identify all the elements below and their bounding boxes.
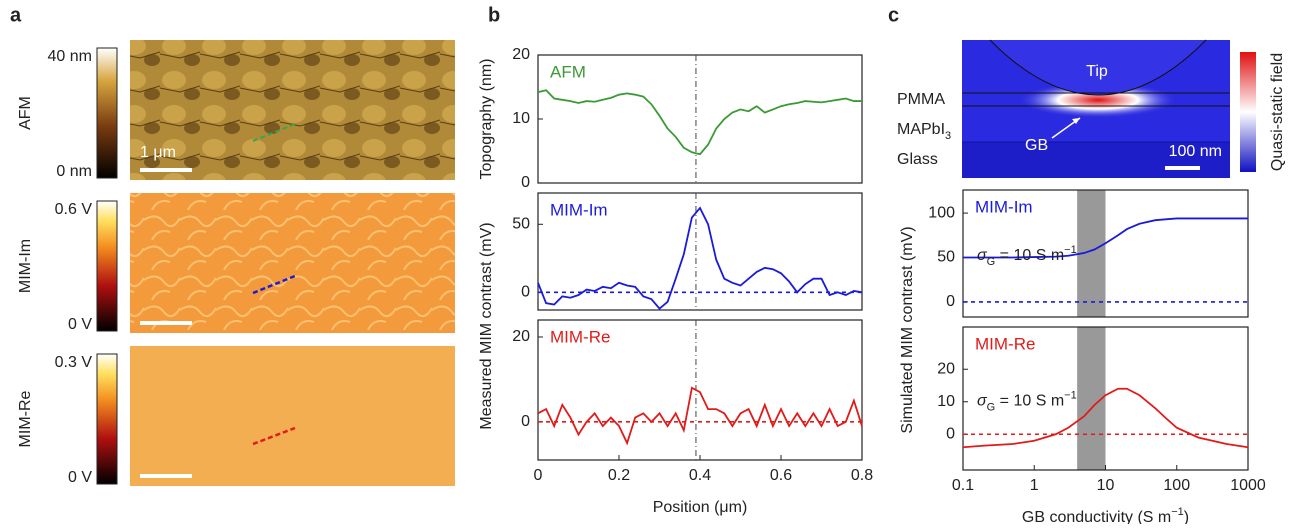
colorbar-label: 0.6 V [55, 201, 93, 218]
y-tick-label: 10 [937, 393, 955, 410]
inset-label: MAPbI [897, 121, 945, 138]
series-label: MIM-Im [550, 200, 608, 219]
y-tick-label: 50 [512, 216, 530, 233]
x-axis-label: −1 [1171, 506, 1184, 518]
y-axis-label: Simulated MIM contrast (mV) [899, 226, 916, 433]
colorbar-label: 0 V [68, 469, 92, 486]
tip-outline [989, 39, 1207, 96]
colorbar-label: 0.3 V [55, 354, 93, 371]
x-axis-label: ) [1184, 509, 1189, 524]
inset-label: MAPbI3 [897, 121, 951, 142]
series-label: AFM [550, 62, 586, 81]
y-tick-label: 10 [512, 110, 530, 127]
afm-image [130, 40, 455, 180]
annotation: σG = 10 S m−1 [977, 389, 1077, 413]
colorbar-label: 0 nm [56, 163, 92, 180]
data-line [537, 89, 862, 156]
y-tick-label: 0 [946, 425, 955, 442]
mim-re-image [130, 346, 455, 486]
inset-label: Tip [1086, 63, 1108, 80]
x-tick-label: 0.1 [952, 477, 974, 494]
panel-label: a [10, 4, 22, 26]
y-tick-label: 0 [521, 284, 530, 301]
x-tick-label: 100 [1163, 477, 1190, 494]
row-label: MIM-Re [17, 390, 34, 447]
data-line [962, 387, 1249, 449]
y-tick-label: 0 [521, 413, 530, 430]
y-tick-label: 20 [512, 46, 530, 63]
annotation: = 10 S m [995, 393, 1064, 410]
plot-frame [962, 189, 1249, 318]
plot-frame [537, 54, 863, 184]
x-tick-label: 0.2 [608, 467, 630, 484]
colorbar-title: Quasi-static field [1269, 53, 1286, 171]
x-axis-label: GB conductivity (S m [1022, 509, 1171, 524]
panel-label: c [888, 4, 899, 26]
y-tick-label: 0 [946, 293, 955, 310]
x-axis-label: Position (μm) [653, 499, 748, 516]
annotation: σG = 10 S m−1 [977, 244, 1077, 268]
inset-label: 100 nm [1169, 143, 1222, 160]
y-tick-label: 20 [937, 360, 955, 377]
inset-label: PMMA [897, 91, 945, 108]
colorbar-label: 0 V [68, 316, 92, 333]
colorbar-label: 40 nm [48, 48, 92, 65]
inset-label: Glass [897, 151, 938, 168]
x-tick-label: 0.8 [851, 467, 873, 484]
row-label: MIM-Im [17, 239, 34, 293]
inset-label: 3 [945, 130, 951, 142]
row-label: AFM [17, 96, 34, 130]
x-tick-label: 0.6 [770, 467, 792, 484]
data-line [537, 206, 863, 310]
annotation: σ [977, 247, 988, 264]
data-line [963, 217, 1248, 259]
x-tick-label: 1000 [1230, 477, 1266, 494]
field-hotspot [1018, 82, 1178, 118]
colorbar [96, 200, 118, 332]
data-line [537, 386, 863, 446]
inset-layer [962, 142, 1230, 178]
colorbar [1240, 52, 1256, 172]
y-tick-label: 100 [928, 204, 955, 221]
annotation: −1 [1064, 244, 1077, 256]
x-tick-label: 0 [534, 467, 543, 484]
plot-frame [537, 192, 863, 311]
mim-im-image [130, 193, 455, 333]
y-tick-label: 0 [521, 174, 530, 191]
y-tick-label: 50 [937, 249, 955, 266]
annotation: G [987, 401, 996, 413]
x-axis-label: GB conductivity (S m−1) [1022, 506, 1189, 524]
x-tick-label: 0.4 [689, 467, 711, 484]
y-tick-label: 20 [512, 328, 530, 345]
annotation: −1 [1064, 389, 1077, 401]
arrow-head [1072, 118, 1080, 124]
x-tick-label: 1 [1030, 477, 1039, 494]
series-label: MIM-Im [975, 197, 1033, 216]
annotation: = 10 S m [995, 247, 1064, 264]
annotation: G [987, 256, 996, 268]
colorbar [96, 47, 118, 179]
annotation: σ [977, 393, 988, 410]
series-label: MIM-Re [975, 334, 1035, 353]
y-axis-label: Measured MIM contrast (mV) [478, 222, 495, 429]
panel-label: b [488, 4, 500, 26]
inset-label: GB [1025, 137, 1048, 154]
colorbar [96, 353, 118, 485]
x-tick-label: 10 [1097, 477, 1115, 494]
y-axis-label: Topography (nm) [478, 59, 495, 180]
series-label: MIM-Re [550, 327, 610, 346]
scale-label: 1 μm [140, 144, 176, 161]
